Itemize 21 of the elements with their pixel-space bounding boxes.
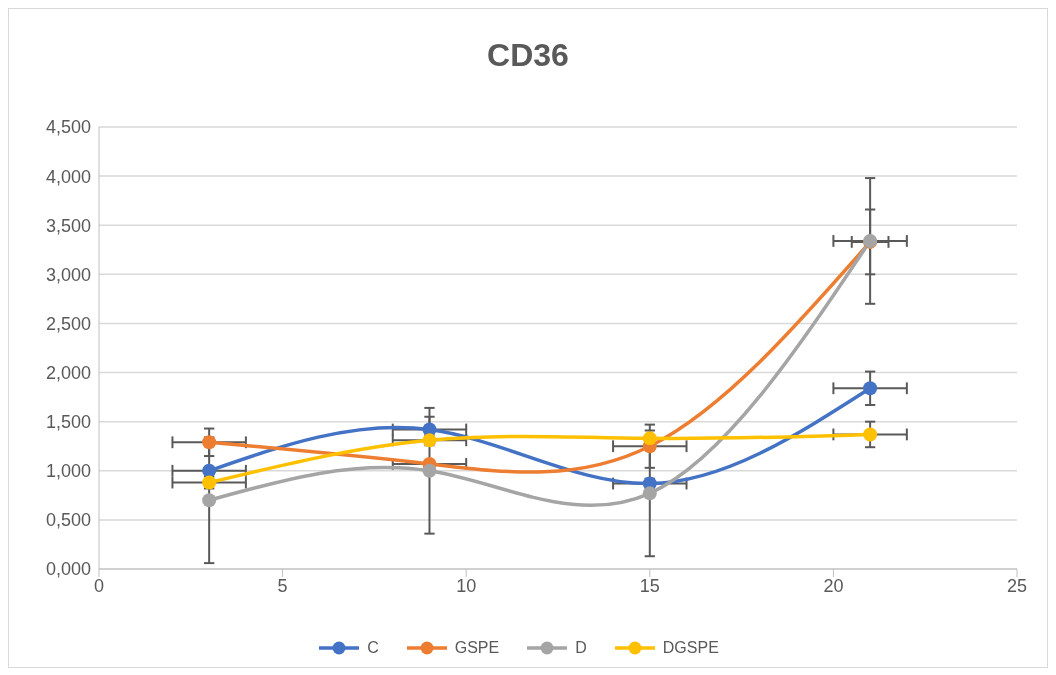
x-tick-label: 20 [823, 575, 844, 596]
x-tick-label: 5 [277, 575, 288, 596]
y-tick-label: 4,000 [45, 166, 91, 187]
y-tick-label: 2,500 [45, 313, 91, 334]
chart-title: CD36 [486, 37, 570, 75]
y-tick-label: 3,500 [45, 215, 91, 236]
x-tick-label: 25 [1006, 575, 1028, 596]
y-tick-label: 1,500 [45, 412, 91, 433]
legend-label: DGSPE [662, 639, 719, 657]
y-tick-label: 3,000 [45, 264, 91, 285]
x-tick-label: 10 [456, 575, 477, 596]
y-tick-label: 1,000 [45, 461, 91, 482]
legend-label: GSPE [454, 639, 500, 657]
legend-label: D [575, 639, 587, 657]
y-tick-label: 0,000 [45, 559, 91, 580]
x-tick-label: 15 [639, 575, 660, 596]
y-tick-label: 4,500 [45, 117, 91, 138]
legend-label: C [367, 639, 379, 657]
y-tick-label: 2,000 [45, 362, 91, 383]
x-tick-label: 0 [93, 575, 105, 596]
y-tick-label: 0,500 [45, 510, 91, 531]
